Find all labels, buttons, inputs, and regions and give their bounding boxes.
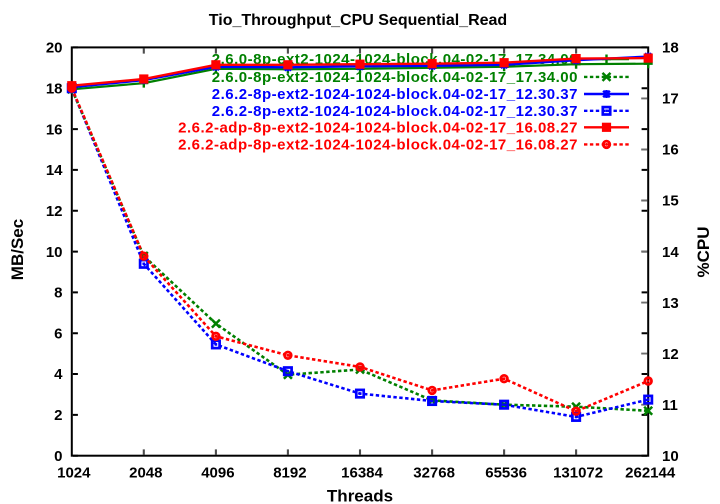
svg-text:17: 17 [662, 91, 679, 108]
svg-text:Tio_Throughput_CPU Sequential_: Tio_Throughput_CPU Sequential_Read [209, 12, 507, 29]
svg-text:12: 12 [46, 203, 63, 220]
svg-text:65536: 65536 [485, 464, 527, 481]
svg-text:10: 10 [662, 448, 679, 465]
svg-text:32768: 32768 [413, 464, 455, 481]
svg-text:2.6.2-8p-ext2-1024-1024-block.: 2.6.2-8p-ext2-1024-1024-block.04-02-17_1… [212, 86, 578, 103]
svg-text:6: 6 [54, 325, 62, 342]
svg-text:4096: 4096 [201, 464, 234, 481]
svg-text:262144: 262144 [625, 464, 676, 481]
svg-text:20: 20 [46, 40, 63, 57]
svg-text:0: 0 [54, 448, 62, 465]
svg-text:11: 11 [662, 397, 678, 414]
svg-text:2: 2 [54, 407, 62, 424]
svg-text:15: 15 [662, 193, 679, 210]
svg-text:18: 18 [662, 40, 679, 57]
svg-text:14: 14 [662, 244, 679, 261]
svg-text:1024: 1024 [57, 464, 91, 481]
svg-text:13: 13 [662, 295, 679, 312]
svg-text:4: 4 [54, 366, 63, 383]
svg-text:%CPU: %CPU [694, 226, 713, 277]
svg-text:10: 10 [46, 244, 63, 261]
svg-text:2.6.2-8p-ext2-1024-1024-block.: 2.6.2-8p-ext2-1024-1024-block.04-02-17_1… [212, 103, 578, 120]
svg-text:18: 18 [46, 80, 63, 97]
svg-text:8: 8 [54, 285, 62, 302]
svg-text:2.6.0-8p-ext2-1024-1024-block.: 2.6.0-8p-ext2-1024-1024-block.04-02-17_1… [212, 69, 578, 86]
svg-text:8192: 8192 [273, 464, 306, 481]
svg-text:2048: 2048 [129, 464, 162, 481]
svg-text:131072: 131072 [553, 464, 603, 481]
svg-text:16384: 16384 [341, 464, 383, 481]
svg-text:12: 12 [662, 346, 679, 363]
svg-text:16: 16 [662, 142, 679, 159]
svg-text:2.6.2-adp-8p-ext2-1024-1024-bl: 2.6.2-adp-8p-ext2-1024-1024-block.04-02-… [178, 136, 578, 153]
svg-text:MB/Sec: MB/Sec [8, 219, 27, 280]
svg-text:16: 16 [46, 121, 63, 138]
svg-text:Threads: Threads [327, 487, 393, 504]
svg-text:14: 14 [46, 162, 63, 179]
svg-text:2.6.2-adp-8p-ext2-1024-1024-bl: 2.6.2-adp-8p-ext2-1024-1024-block.04-02-… [178, 119, 578, 136]
